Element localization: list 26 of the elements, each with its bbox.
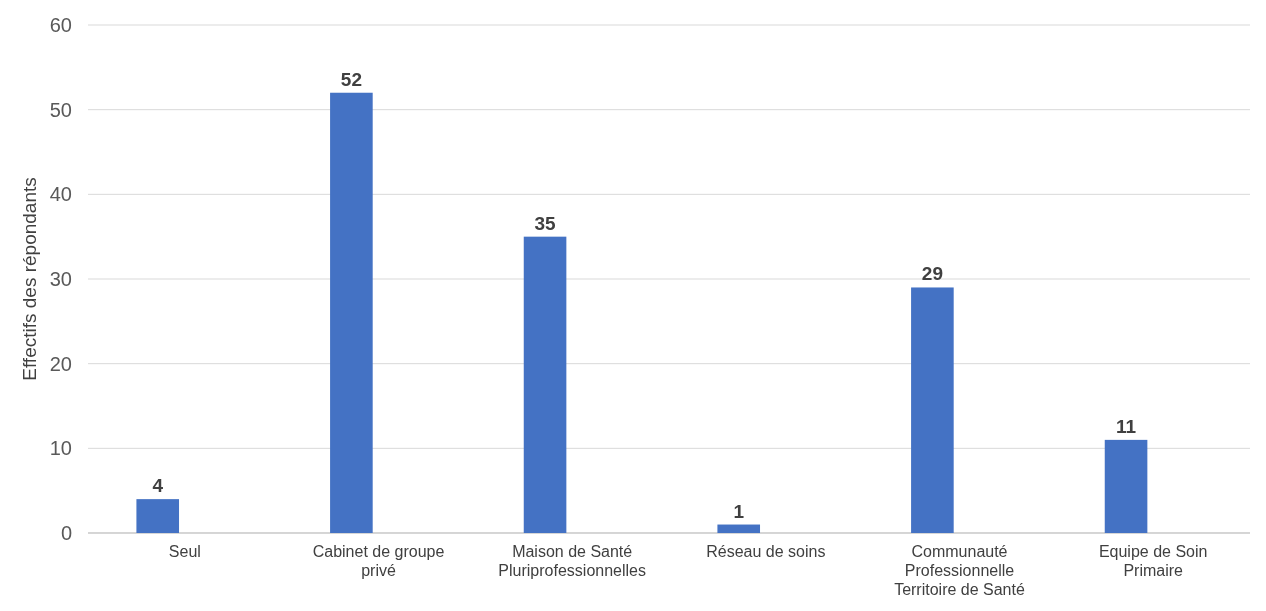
bar (136, 499, 180, 533)
y-axis-title: Effectifs des répondants (19, 177, 40, 381)
bar (911, 287, 954, 533)
y-tick-label: 10 (49, 437, 72, 460)
data-label: 1 (733, 500, 745, 522)
data-label: 11 (1116, 415, 1137, 437)
data-label: 4 (152, 475, 164, 497)
y-tick-label: 0 (60, 522, 72, 544)
x-tick-label: Communauté Professionnelle Territoire de Santé (894, 543, 1025, 598)
data-label: 52 (340, 68, 362, 90)
x-tick-label: Maison de Santé Pluriprofessionnelles (498, 543, 646, 579)
bar (523, 236, 567, 533)
bar (330, 92, 373, 533)
y-tick-label: 40 (49, 183, 72, 206)
data-label: 35 (534, 212, 557, 234)
y-tick-label: 20 (49, 352, 72, 375)
x-tick-label: Cabinet de groupe privé (312, 543, 445, 579)
x-tick-label: Equipe de Soin Primaire (1098, 543, 1208, 579)
bar (717, 524, 761, 533)
y-tick-label: 60 (49, 14, 72, 36)
y-tick-label: 50 (49, 98, 72, 121)
y-tick-label: 30 (49, 268, 72, 290)
bar (1104, 439, 1148, 533)
x-tick-label: Réseau de soins (706, 543, 826, 560)
x-tick-label: Seul (168, 543, 201, 560)
data-label: 29 (921, 263, 943, 285)
